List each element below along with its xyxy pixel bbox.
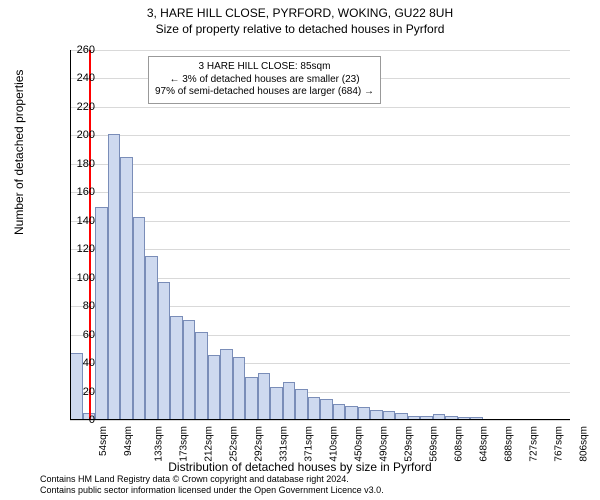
x-tick-label: 806sqm [579, 426, 590, 462]
y-tick-label: 160 [77, 186, 95, 198]
histogram-chart: 3, HARE HILL CLOSE, PYRFORD, WOKING, GU2… [0, 0, 600, 500]
y-tick-label: 80 [83, 300, 95, 312]
x-tick-label: 529sqm [404, 426, 415, 462]
histogram-bar [95, 207, 108, 420]
histogram-bar [183, 320, 196, 420]
x-tick-label: 331sqm [279, 426, 290, 462]
histogram-bar [120, 157, 133, 420]
x-tick-label: 371sqm [304, 426, 315, 462]
gridline [70, 221, 570, 222]
x-tick-label: 727sqm [529, 426, 540, 462]
annotation-line: 97% of semi-detached houses are larger (… [155, 86, 374, 99]
x-tick-label: 688sqm [504, 426, 515, 462]
y-tick-label: 20 [83, 386, 95, 398]
histogram-bar [333, 404, 346, 420]
histogram-bar [245, 377, 258, 420]
histogram-bar [220, 349, 233, 420]
histogram-bar [258, 373, 271, 420]
x-tick-label: 569sqm [429, 426, 440, 462]
x-tick-label: 252sqm [229, 426, 240, 462]
y-tick-label: 200 [77, 129, 95, 141]
histogram-bar [133, 217, 146, 421]
gridline [70, 135, 570, 136]
chart-footer: Contains HM Land Registry data © Crown c… [40, 474, 384, 496]
y-tick-label: 260 [77, 44, 95, 56]
y-axis-label: Number of detached properties [12, 70, 26, 235]
gridline [70, 164, 570, 165]
histogram-bar [170, 316, 183, 420]
histogram-bar [295, 389, 308, 420]
x-tick-label: 292sqm [254, 426, 265, 462]
x-tick-label: 173sqm [179, 426, 190, 462]
x-tick-label: 648sqm [479, 426, 490, 462]
y-tick-label: 60 [83, 329, 95, 341]
x-tick-label: 133sqm [154, 426, 165, 462]
x-axis-line [70, 419, 570, 420]
x-tick-label: 490sqm [379, 426, 390, 462]
y-tick-label: 180 [77, 158, 95, 170]
x-tick-label: 54sqm [98, 426, 109, 456]
histogram-bar [283, 382, 296, 420]
annotation-box: 3 HARE HILL CLOSE: 85sqm← 3% of detached… [148, 56, 381, 104]
histogram-bar [345, 406, 358, 420]
histogram-bar [70, 353, 83, 420]
y-tick-label: 240 [77, 72, 95, 84]
y-tick-label: 140 [77, 215, 95, 227]
histogram-bar [158, 282, 171, 420]
y-tick-label: 40 [83, 357, 95, 369]
gridline [70, 50, 570, 51]
chart-title-line1: 3, HARE HILL CLOSE, PYRFORD, WOKING, GU2… [0, 6, 600, 22]
x-tick-label: 410sqm [329, 426, 340, 462]
chart-title-line2: Size of property relative to detached ho… [0, 22, 600, 38]
histogram-bar [208, 355, 221, 420]
gridline [70, 249, 570, 250]
x-tick-label: 608sqm [454, 426, 465, 462]
histogram-bar [270, 387, 283, 420]
annotation-line: ← 3% of detached houses are smaller (23) [155, 74, 374, 87]
annotation-line: 3 HARE HILL CLOSE: 85sqm [155, 61, 374, 74]
x-tick-label: 94sqm [123, 426, 134, 456]
histogram-bar [233, 357, 246, 420]
y-tick-label: 100 [77, 272, 95, 284]
gridline [70, 192, 570, 193]
histogram-bar [145, 256, 158, 420]
x-tick-label: 450sqm [354, 426, 365, 462]
histogram-bar [320, 399, 333, 420]
histogram-bar [195, 332, 208, 420]
plot-area: 3 HARE HILL CLOSE: 85sqm← 3% of detached… [70, 50, 570, 420]
y-tick-label: 0 [89, 414, 95, 426]
x-tick-label: 767sqm [554, 426, 565, 462]
chart-titles: 3, HARE HILL CLOSE, PYRFORD, WOKING, GU2… [0, 0, 600, 37]
histogram-bar [308, 397, 321, 420]
x-axis-label: Distribution of detached houses by size … [0, 460, 600, 474]
gridline [70, 420, 570, 421]
gridline [70, 107, 570, 108]
footer-line1: Contains HM Land Registry data © Crown c… [40, 474, 384, 485]
y-tick-label: 220 [77, 101, 95, 113]
y-axis-line [70, 50, 71, 420]
x-tick-label: 212sqm [204, 426, 215, 462]
footer-line2: Contains public sector information licen… [40, 485, 384, 496]
histogram-bar [108, 134, 121, 420]
y-tick-label: 120 [77, 243, 95, 255]
